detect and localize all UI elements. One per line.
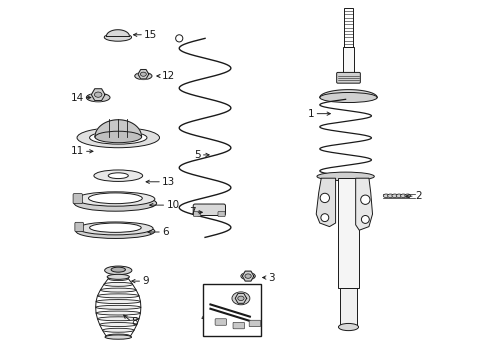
Polygon shape	[355, 178, 372, 230]
Text: 8: 8	[131, 317, 138, 327]
Ellipse shape	[100, 323, 137, 327]
Ellipse shape	[387, 194, 392, 198]
Ellipse shape	[96, 300, 140, 303]
Bar	[344, 8, 352, 47]
Ellipse shape	[231, 292, 249, 305]
FancyBboxPatch shape	[215, 319, 226, 325]
Text: 6: 6	[162, 227, 168, 237]
Ellipse shape	[404, 194, 410, 198]
FancyBboxPatch shape	[73, 194, 82, 204]
Ellipse shape	[108, 173, 128, 179]
FancyBboxPatch shape	[233, 322, 244, 329]
Ellipse shape	[97, 317, 139, 321]
Ellipse shape	[237, 296, 244, 301]
Ellipse shape	[94, 92, 102, 97]
Text: 1: 1	[307, 109, 314, 119]
Ellipse shape	[104, 282, 132, 286]
Circle shape	[360, 195, 369, 204]
Bar	[339, 288, 357, 327]
Ellipse shape	[77, 128, 159, 148]
Ellipse shape	[395, 194, 401, 198]
Ellipse shape	[105, 335, 131, 339]
Polygon shape	[242, 271, 253, 281]
Polygon shape	[138, 69, 148, 79]
Circle shape	[320, 214, 328, 222]
Text: 12: 12	[162, 71, 175, 81]
Ellipse shape	[78, 222, 153, 235]
Text: 3: 3	[267, 273, 274, 283]
Ellipse shape	[104, 33, 131, 41]
FancyBboxPatch shape	[249, 320, 260, 327]
Ellipse shape	[135, 72, 152, 80]
Ellipse shape	[96, 305, 141, 309]
Polygon shape	[235, 293, 246, 303]
Polygon shape	[91, 89, 105, 100]
Ellipse shape	[338, 323, 358, 330]
Text: 7: 7	[188, 207, 195, 217]
FancyBboxPatch shape	[336, 72, 360, 83]
Bar	[338, 178, 358, 288]
Ellipse shape	[111, 267, 125, 272]
Ellipse shape	[104, 266, 132, 275]
Ellipse shape	[100, 288, 136, 292]
Text: 14: 14	[70, 93, 83, 103]
Polygon shape	[319, 90, 376, 98]
FancyBboxPatch shape	[193, 204, 225, 216]
FancyBboxPatch shape	[218, 212, 224, 217]
Text: 4: 4	[200, 313, 206, 323]
Ellipse shape	[140, 72, 146, 76]
Ellipse shape	[391, 194, 397, 198]
Ellipse shape	[102, 328, 134, 332]
Polygon shape	[316, 178, 335, 226]
Text: 9: 9	[142, 276, 149, 286]
Ellipse shape	[94, 170, 142, 181]
Ellipse shape	[96, 311, 140, 315]
Ellipse shape	[383, 194, 388, 198]
Circle shape	[320, 193, 329, 203]
Ellipse shape	[76, 192, 155, 206]
Ellipse shape	[400, 194, 406, 198]
Text: 15: 15	[144, 30, 157, 40]
Ellipse shape	[97, 294, 139, 298]
Ellipse shape	[76, 224, 155, 238]
Ellipse shape	[106, 334, 130, 338]
Polygon shape	[95, 120, 142, 137]
Ellipse shape	[74, 195, 156, 211]
Text: 11: 11	[70, 146, 83, 156]
FancyBboxPatch shape	[75, 222, 83, 231]
Ellipse shape	[88, 193, 142, 204]
Ellipse shape	[86, 93, 110, 102]
Text: 5: 5	[194, 150, 201, 160]
Circle shape	[361, 216, 368, 224]
Ellipse shape	[95, 131, 142, 143]
Bar	[203, 284, 260, 336]
Polygon shape	[106, 30, 129, 36]
Ellipse shape	[89, 131, 147, 144]
Ellipse shape	[244, 274, 251, 278]
Text: 2: 2	[414, 191, 421, 201]
Bar	[342, 47, 353, 76]
Ellipse shape	[241, 273, 255, 280]
Ellipse shape	[319, 93, 376, 103]
Ellipse shape	[89, 223, 141, 232]
Text: 10: 10	[166, 200, 179, 210]
FancyBboxPatch shape	[193, 212, 201, 217]
Ellipse shape	[316, 172, 373, 181]
Ellipse shape	[108, 276, 128, 280]
Ellipse shape	[107, 274, 129, 279]
Text: 13: 13	[162, 177, 175, 187]
